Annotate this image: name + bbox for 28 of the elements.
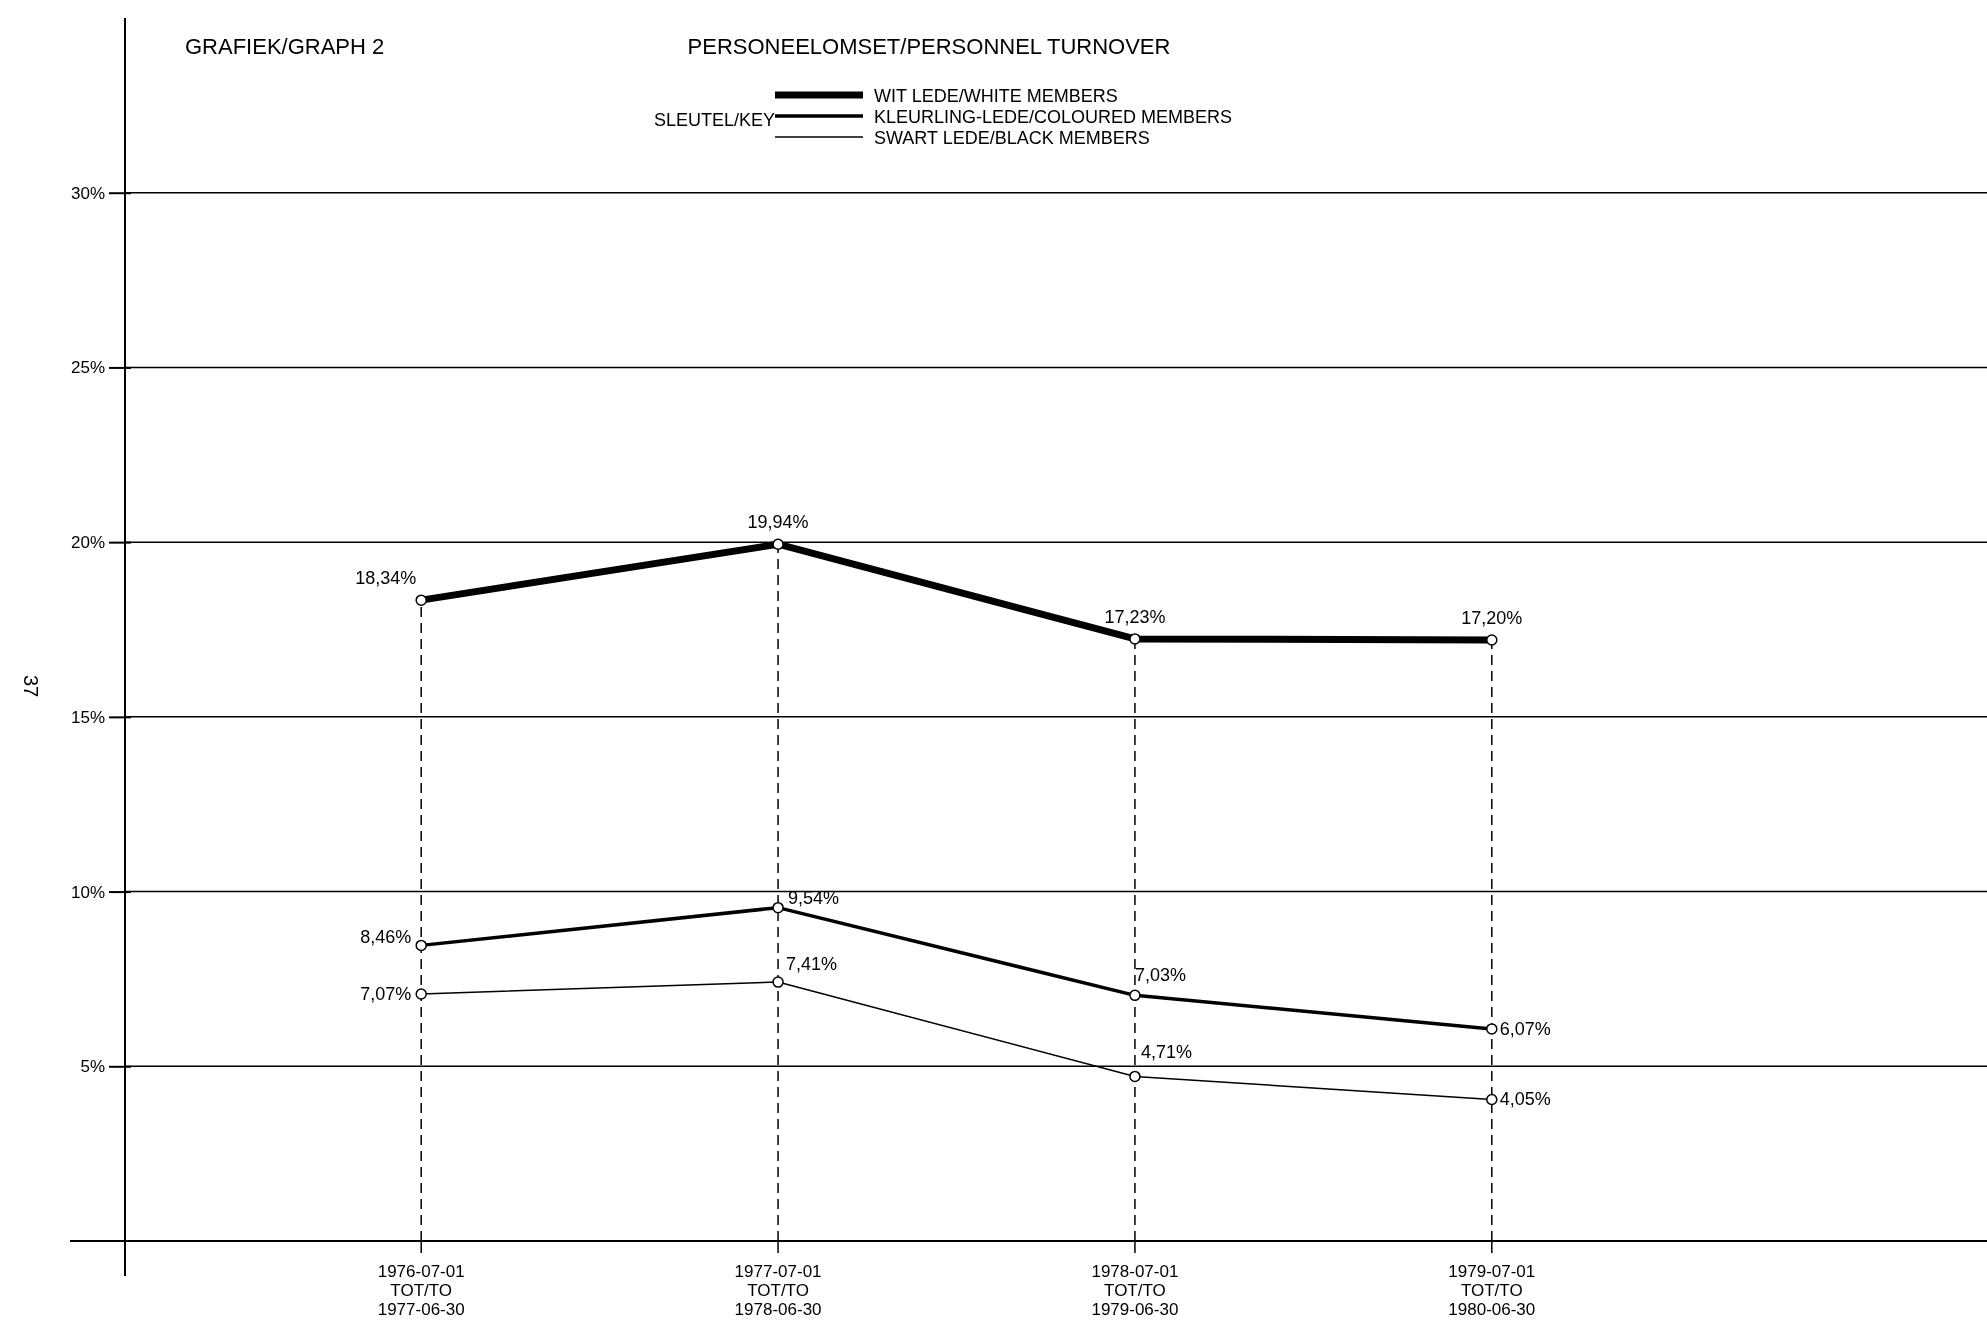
text: 37 (20, 674, 42, 698)
data-label: 17,20% (1461, 607, 1523, 628)
legend-label: WIT LEDE/WHITE MEMBERS (874, 86, 1118, 106)
annotation: GRAFIEK/GRAPH 2 (185, 34, 385, 59)
data-label: 4,71% (1140, 1042, 1192, 1063)
y-tick-label: 15% (70, 707, 105, 727)
x-tick-label: 1978-07-01 TOT/TO 1979-06-30 (1091, 1262, 1179, 1319)
data-label: 7,03% (1134, 965, 1186, 986)
text: PERSONEELOMSET/PERSONNEL TURNOVER (687, 34, 1171, 59)
data-label: 7,07% (360, 983, 412, 1004)
y-tick-label: 5% (80, 1057, 105, 1077)
data-label: 7,41% (786, 954, 838, 975)
data-label: 8,46% (360, 927, 412, 948)
y-tick-label: 25% (70, 358, 105, 378)
data-label: 17,23% (1104, 606, 1166, 627)
data-label: 4,05% (1499, 1089, 1551, 1110)
x-tick-label: 1976-07-01 TOT/TO 1977-06-30 (377, 1262, 465, 1319)
y-tick-label: 20% (70, 533, 105, 553)
legend-title: SLEUTEL/KEY (654, 110, 776, 130)
x-tick-label: 1977-07-01 TOT/TO 1978-06-30 (734, 1262, 822, 1319)
data-label: 19,94% (747, 512, 809, 533)
data-label: 6,07% (1499, 1018, 1551, 1039)
legend-label: KLEURLING-LEDE/COLOURED MEMBERS (874, 107, 1233, 127)
data-label: 18,34% (355, 568, 417, 589)
legend-label: SWART LEDE/BLACK MEMBERS (874, 128, 1150, 148)
y-tick-label: 10% (70, 882, 105, 902)
y-tick-label: 30% (70, 183, 105, 203)
x-tick-label: 1979-07-01 TOT/TO 1980-06-30 (1448, 1262, 1536, 1319)
